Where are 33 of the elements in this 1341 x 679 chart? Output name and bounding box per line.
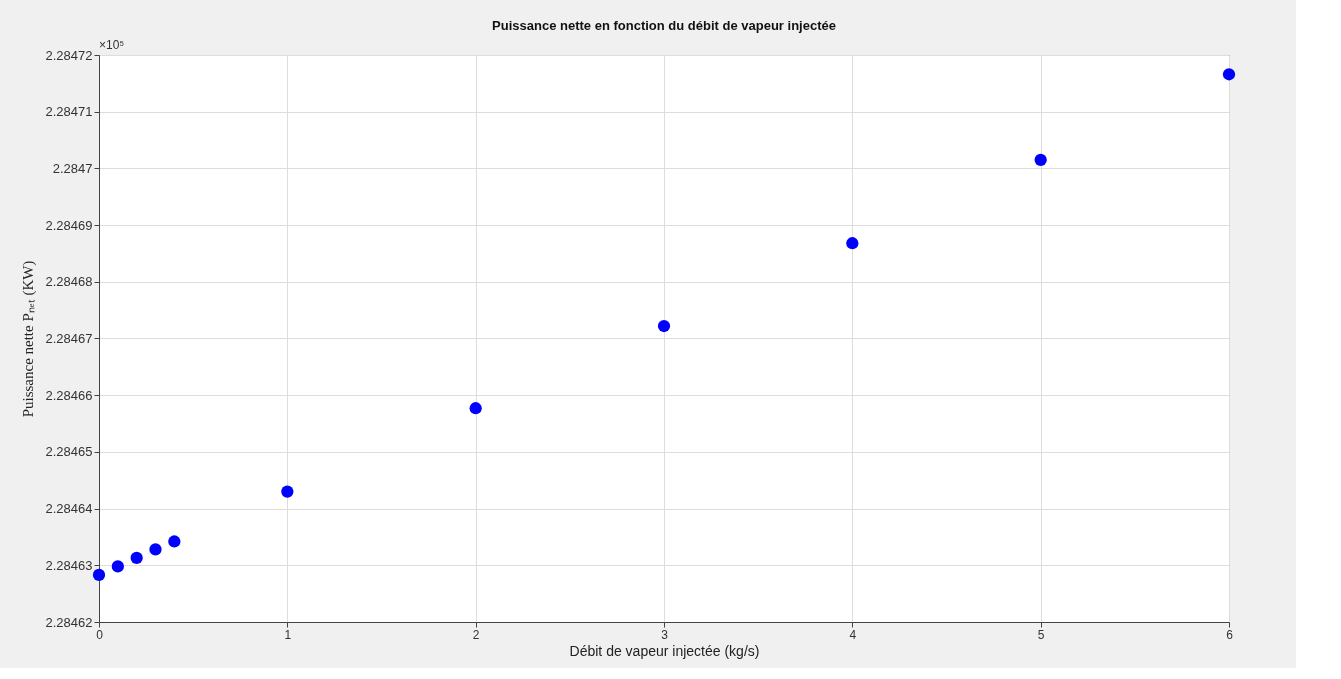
point xyxy=(1034,153,1047,167)
x-tick-label: 1 xyxy=(284,627,292,642)
point xyxy=(469,402,482,415)
x-tick-label: 4 xyxy=(849,627,857,642)
y-tick-label: 2.28464 xyxy=(45,501,93,517)
x-tick-label: 2 xyxy=(472,627,480,642)
point xyxy=(1222,68,1236,81)
point xyxy=(92,568,106,582)
x-tick-label: 6 xyxy=(1226,627,1234,642)
y-tick-label: 2.28465 xyxy=(45,444,93,460)
point xyxy=(168,535,181,548)
point xyxy=(846,237,859,250)
point xyxy=(111,560,124,573)
x-tick-label: 3 xyxy=(661,627,669,642)
y-tick-label: 2.28467 xyxy=(45,331,93,346)
chart-title: Puissance nette en fonction du débit de vapeur injectée xyxy=(492,18,836,33)
point xyxy=(130,551,143,565)
y-tick-label: 2.28469 xyxy=(45,217,93,233)
x-axis-title: Débit de vapeur injectée (kg/s) xyxy=(569,642,760,659)
point xyxy=(281,485,294,498)
y-tick-label: 2.28462 xyxy=(45,614,93,630)
point xyxy=(149,543,162,556)
y-tick-label: 2.28472 xyxy=(45,47,93,63)
point xyxy=(657,319,671,333)
y-tick-label: 2.28468 xyxy=(45,274,93,290)
y-tick-label: 2.28463 xyxy=(45,557,93,573)
x-tick-label: 5 xyxy=(1037,627,1045,642)
y-tick-label: 2.28471 xyxy=(45,104,93,120)
text: ×10⁵ xyxy=(99,38,125,52)
y-tick-label: 2.2847 xyxy=(52,160,93,176)
y-tick-label: 2.28466 xyxy=(45,387,93,403)
x-tick-label: 0 xyxy=(96,627,104,642)
y-axis-title: Puissance nette Pₙₑₜ (KW) xyxy=(19,260,37,418)
